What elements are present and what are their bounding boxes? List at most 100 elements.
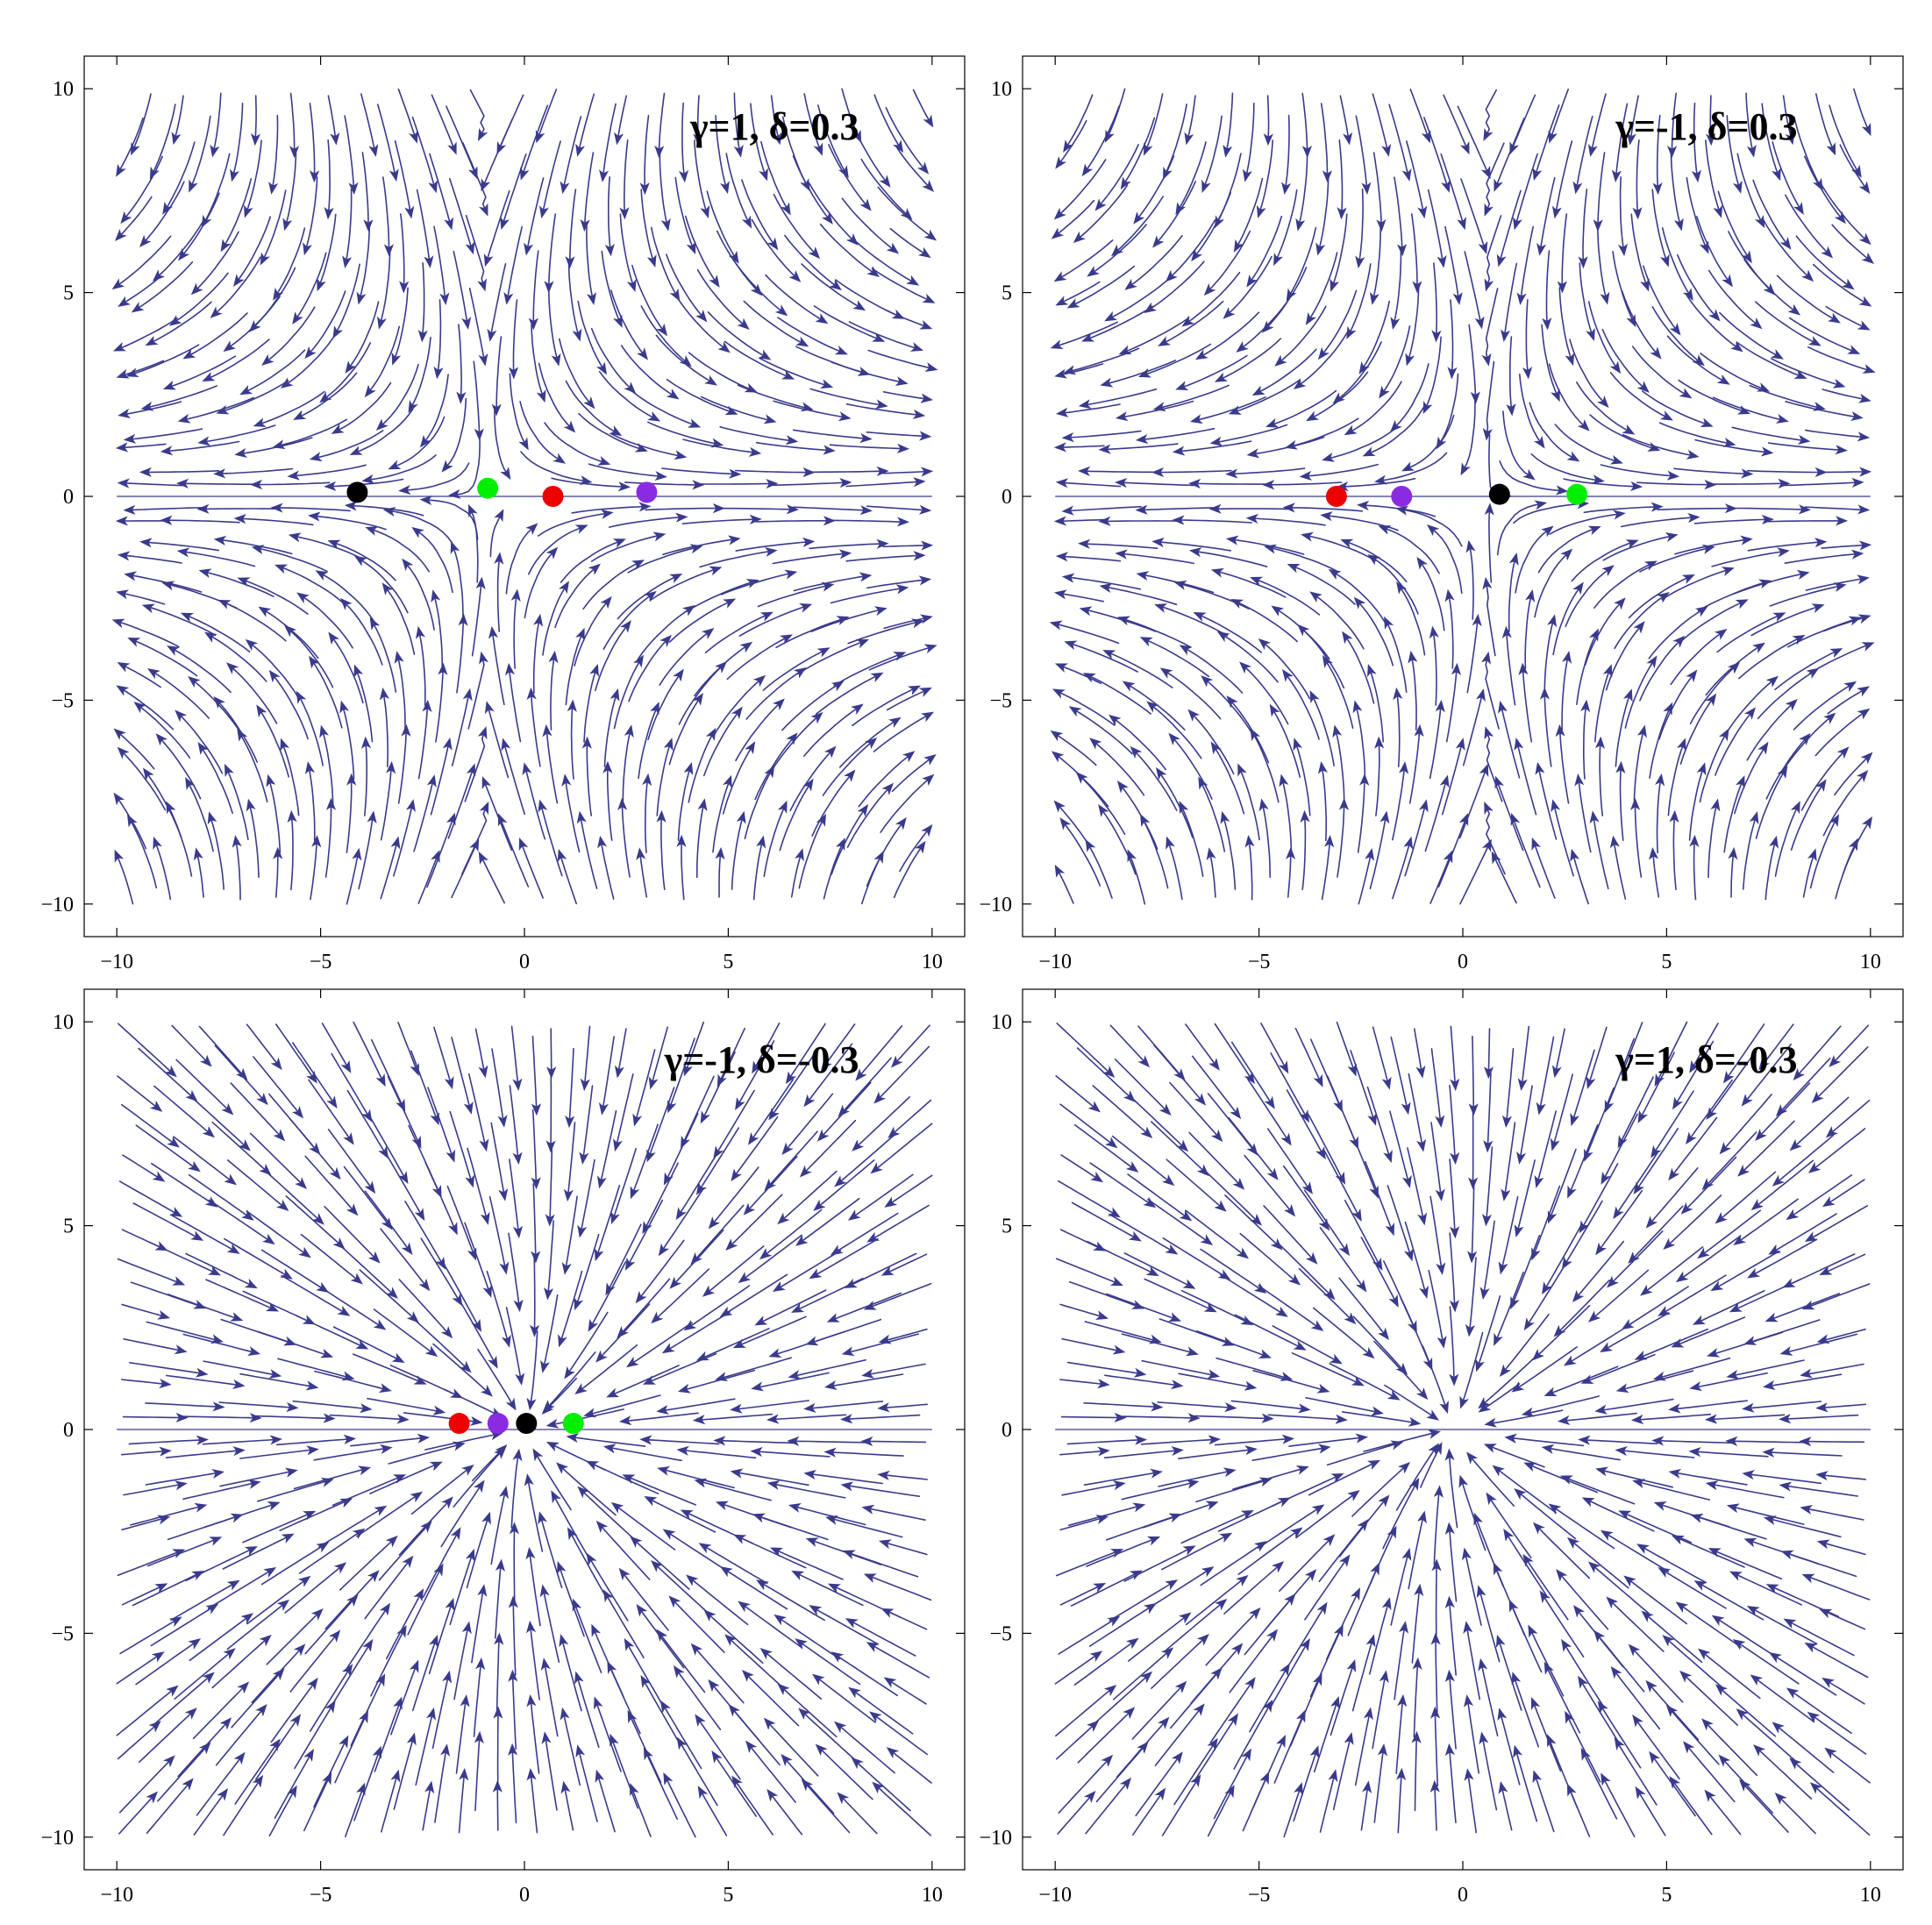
streamline (532, 613, 544, 694)
streamline (1247, 1078, 1292, 1146)
streamline (1387, 1185, 1414, 1262)
streamline (1632, 1715, 1680, 1779)
streamline (1541, 1444, 1621, 1461)
streamline (1286, 846, 1296, 898)
streamline (696, 798, 708, 879)
streamline (376, 103, 399, 182)
streamline (1576, 628, 1599, 705)
streamline (1449, 1085, 1460, 1166)
streamline (1529, 402, 1580, 462)
streamline (784, 234, 842, 291)
streamline (152, 219, 204, 282)
streamline (1411, 213, 1422, 294)
streamline (544, 422, 611, 466)
streamline (668, 598, 737, 643)
streamline (1530, 453, 1605, 485)
streamline (1642, 390, 1714, 428)
streamline (478, 851, 505, 904)
streamline (565, 1047, 575, 1129)
streamline (1059, 1379, 1110, 1389)
streamline (1449, 1306, 1459, 1387)
streamline (567, 262, 582, 342)
streamline (250, 95, 261, 146)
streamline (677, 1369, 756, 1394)
streamline (577, 1159, 595, 1238)
streamline (329, 1414, 410, 1424)
streamline (772, 549, 852, 565)
streamline (1179, 645, 1244, 694)
streamline (1338, 1277, 1390, 1340)
streamline (1639, 635, 1686, 702)
streamline (627, 1710, 662, 1784)
streamline (809, 466, 889, 476)
streamline (145, 1468, 225, 1486)
streamline (1804, 1642, 1869, 1679)
streamline (332, 1474, 407, 1507)
streamline (575, 93, 595, 157)
streamline (704, 611, 774, 654)
streamline (1312, 1307, 1375, 1359)
streamline (674, 176, 696, 255)
streamline (314, 1370, 392, 1394)
streamline (1628, 574, 1695, 619)
streamline (1060, 1154, 1104, 1183)
streamline (602, 590, 657, 650)
streamline (841, 1333, 919, 1357)
streamline (1239, 661, 1289, 725)
streamline (1755, 1082, 1811, 1141)
streamline (644, 1495, 716, 1533)
streamline (1711, 1615, 1779, 1659)
streamline (293, 372, 358, 420)
streamline (390, 1659, 419, 1736)
streamline (446, 105, 478, 180)
streamline (711, 1750, 757, 1817)
streamline (720, 569, 798, 595)
streamline (690, 1204, 745, 1265)
streamline (494, 410, 511, 481)
streamline (349, 408, 414, 455)
streamline (277, 1358, 355, 1381)
streamline (1083, 1401, 1164, 1412)
streamline (458, 1767, 469, 1834)
streamline (1251, 1444, 1331, 1461)
streamline (1481, 651, 1500, 730)
streamline (294, 1700, 336, 1770)
streamline (1666, 335, 1730, 385)
streamline (1313, 1696, 1340, 1773)
streamline (324, 1206, 381, 1264)
streamline (747, 1079, 794, 1145)
streamline (1821, 389, 1871, 403)
streamline (331, 1052, 373, 1123)
streamline (248, 267, 296, 332)
streamline (139, 1708, 197, 1763)
streamline (1717, 190, 1752, 264)
streamline (1463, 1621, 1480, 1700)
streamline (148, 1241, 222, 1276)
streamline (1092, 1671, 1153, 1726)
streamline (1116, 781, 1158, 850)
streamline (631, 264, 668, 337)
streamline (618, 1412, 699, 1426)
streamline (293, 1465, 372, 1490)
streamline (1613, 1152, 1658, 1220)
streamline (594, 1185, 621, 1262)
streamline (1750, 1159, 1814, 1211)
streamline (1166, 836, 1183, 901)
streamline (1372, 1670, 1389, 1750)
streamline (1355, 115, 1372, 195)
streamline (139, 538, 219, 552)
streamline (845, 1618, 916, 1657)
streamline (565, 627, 585, 706)
streamline (133, 702, 191, 759)
streamline (287, 809, 297, 891)
streamline (503, 225, 523, 305)
streamline (1301, 92, 1313, 159)
streamline (1270, 1052, 1310, 1123)
fixed-points (1325, 483, 1588, 507)
streamline (539, 1584, 560, 1663)
streamline (1547, 1148, 1577, 1224)
streamline (345, 301, 380, 374)
streamline (1285, 417, 1359, 450)
streamline (603, 688, 620, 767)
streamline (1294, 1027, 1323, 1087)
